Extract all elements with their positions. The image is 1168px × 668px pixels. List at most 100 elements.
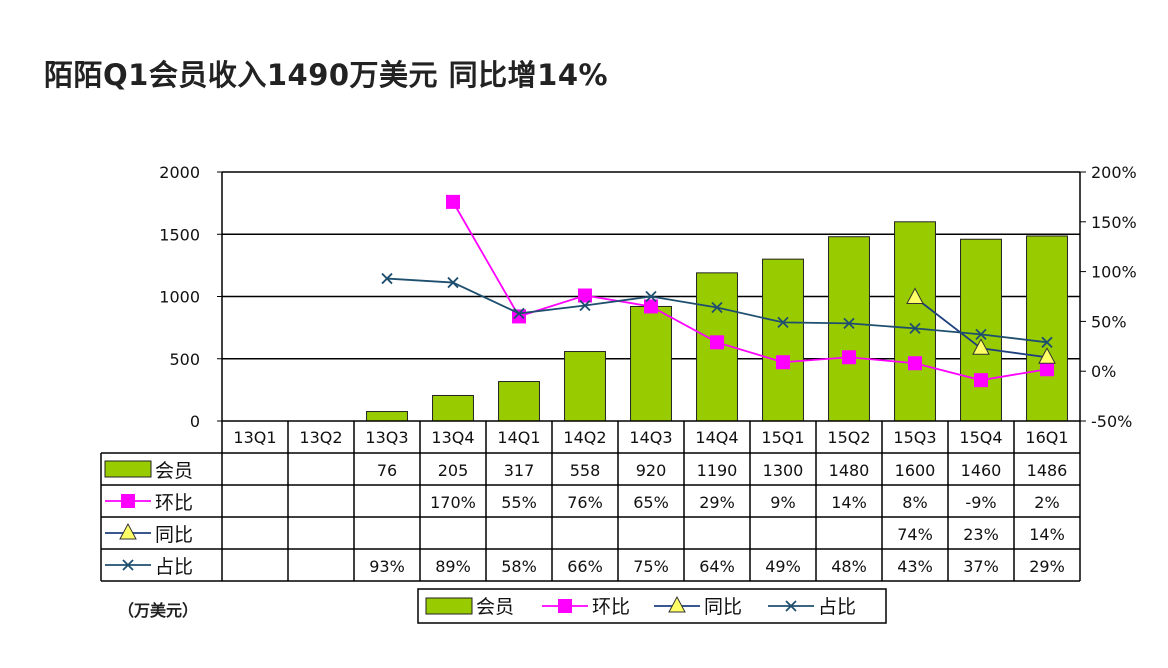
bar-15Q1 (762, 258, 804, 422)
data-label-占比-13Q3: 93% (369, 557, 405, 576)
legend-label-占比: 占比 (818, 596, 856, 618)
line-环比 (452, 201, 1048, 382)
bar-series (366, 221, 1068, 422)
data-label-同比-16Q1: 14% (1029, 525, 1065, 544)
data-label-会员-14Q3: 920 (636, 461, 667, 480)
x-tick-label: 15Q2 (827, 428, 870, 447)
y2-tick-label: 50% (1091, 312, 1127, 331)
bar-13Q4 (432, 394, 474, 422)
point-环比-15Q3 (908, 356, 922, 371)
y2-tick-label: 100% (1091, 263, 1137, 282)
data-table: 13Q1 13Q2 13Q3 13Q4 14Q1 14Q2 14Q3 14Q4 15Q1 15Q2… (100, 420, 1081, 582)
bar-14Q2 (564, 351, 606, 422)
data-label-同比-15Q4: 23% (963, 525, 999, 544)
y2-tick-label: -50% (1091, 412, 1132, 431)
point-占比-14Q1 (513, 307, 525, 320)
data-label-会员-15Q3: 1600 (895, 461, 936, 480)
data-label-会员-15Q2: 1480 (829, 461, 870, 480)
point-同比-15Q4 (972, 338, 990, 355)
x-tick-label: 13Q3 (365, 428, 408, 447)
data-label-占比-14Q1: 58% (501, 557, 537, 576)
point-占比-15Q1 (777, 316, 789, 329)
data-label-占比-14Q4: 64% (699, 557, 735, 576)
data-label-环比-15Q2: 14% (831, 493, 867, 512)
data-label-环比-15Q4: -9% (965, 493, 996, 512)
row-label-环比: 环比 (155, 492, 193, 514)
chart-title: 陌陌Q1会员收入1490万美元 同比增14% (44, 58, 609, 92)
data-label-环比-14Q3: 65% (633, 493, 669, 512)
y2-tick-label: 200% (1091, 163, 1137, 182)
data-label-占比-15Q1: 49% (765, 557, 801, 576)
legend-marker-占比 (785, 600, 797, 612)
x-tick-label: 14Q1 (497, 428, 540, 447)
data-label-会员-14Q2: 558 (570, 461, 601, 480)
point-占比-14Q3 (645, 290, 657, 303)
bar-15Q2 (828, 236, 870, 422)
legend-marker-环比 (121, 494, 135, 508)
point-环比-15Q1 (776, 355, 790, 370)
y-tick-label: 1500 (159, 225, 200, 244)
legend-key-会员 (104, 460, 152, 478)
data-label-占比-15Q4: 37% (963, 557, 999, 576)
x-tick-label: 14Q4 (695, 428, 738, 447)
legend-marker-同比 (119, 522, 137, 540)
x-tick-label: 15Q1 (761, 428, 804, 447)
point-同比-15Q3 (906, 287, 924, 304)
point-占比-13Q4 (447, 276, 459, 289)
y2-tick-label: 0% (1091, 362, 1116, 381)
data-label-环比-15Q3: 8% (902, 493, 927, 512)
data-label-会员-13Q4: 205 (438, 461, 469, 480)
point-环比-13Q4 (446, 194, 460, 209)
point-环比-14Q3 (644, 299, 658, 314)
legend-marker-同比 (668, 595, 686, 613)
x-tick-label: 13Q2 (299, 428, 342, 447)
point-占比-15Q2 (843, 317, 855, 330)
data-label-环比-15Q1: 9% (770, 493, 795, 512)
data-label-占比-14Q2: 66% (567, 557, 603, 576)
legend-label-会员: 会员 (476, 596, 514, 618)
bar-15Q4 (960, 238, 1002, 422)
point-同比-16Q1 (1038, 347, 1056, 364)
point-占比-16Q1 (1041, 336, 1053, 348)
row-label-同比: 同比 (155, 524, 193, 546)
y2-tick-label: 150% (1091, 213, 1137, 232)
data-label-环比-14Q4: 29% (699, 493, 735, 512)
point-占比-13Q3 (381, 272, 393, 285)
data-label-环比-13Q4: 170% (430, 493, 476, 512)
data-label-会员-13Q3: 76 (377, 461, 397, 480)
data-label-环比-14Q2: 76% (567, 493, 603, 512)
axes: 0 500 1000 1500 2000 -50% 0% 50% 100% 150% 200% (159, 163, 1136, 431)
data-label-占比-15Q2: 48% (831, 557, 867, 576)
bar-13Q3 (366, 411, 408, 422)
data-label-环比-14Q1: 55% (501, 493, 537, 512)
data-label-同比-15Q3: 74% (897, 525, 933, 544)
data-label-会员-14Q4: 1190 (697, 461, 738, 480)
y-tick-label: 1000 (159, 288, 200, 307)
row-label-会员: 会员 (155, 460, 193, 482)
bar-14Q1 (498, 381, 540, 422)
point-环比-14Q4 (710, 335, 724, 350)
data-label-会员-16Q1: 1486 (1027, 461, 1068, 480)
data-label-占比-16Q1: 29% (1029, 557, 1065, 576)
data-label-会员-15Q1: 1300 (763, 461, 804, 480)
data-label-占比-15Q3: 43% (897, 557, 933, 576)
legend-marker-环比 (558, 599, 572, 613)
x-tick-label: 14Q2 (563, 428, 606, 447)
point-占比-14Q4 (711, 301, 723, 314)
point-占比-15Q4 (975, 328, 987, 340)
data-label-会员-15Q4: 1460 (961, 461, 1002, 480)
bar-16Q1 (1026, 235, 1068, 422)
x-tick-label: 13Q1 (233, 428, 276, 447)
legend-label-同比: 同比 (704, 596, 742, 618)
point-占比-14Q2 (579, 299, 591, 312)
data-label-占比-13Q4: 89% (435, 557, 471, 576)
x-tick-label: 16Q1 (1025, 428, 1068, 447)
legend-key-会员 (425, 597, 473, 615)
legend: 会员 环比 同比 占比 (417, 588, 887, 624)
y-tick-label: 0 (190, 412, 200, 431)
line-series (381, 194, 1056, 388)
point-环比-14Q2 (578, 288, 592, 303)
data-label-会员-14Q1: 317 (504, 461, 535, 480)
data-label-占比-14Q3: 75% (633, 557, 669, 576)
